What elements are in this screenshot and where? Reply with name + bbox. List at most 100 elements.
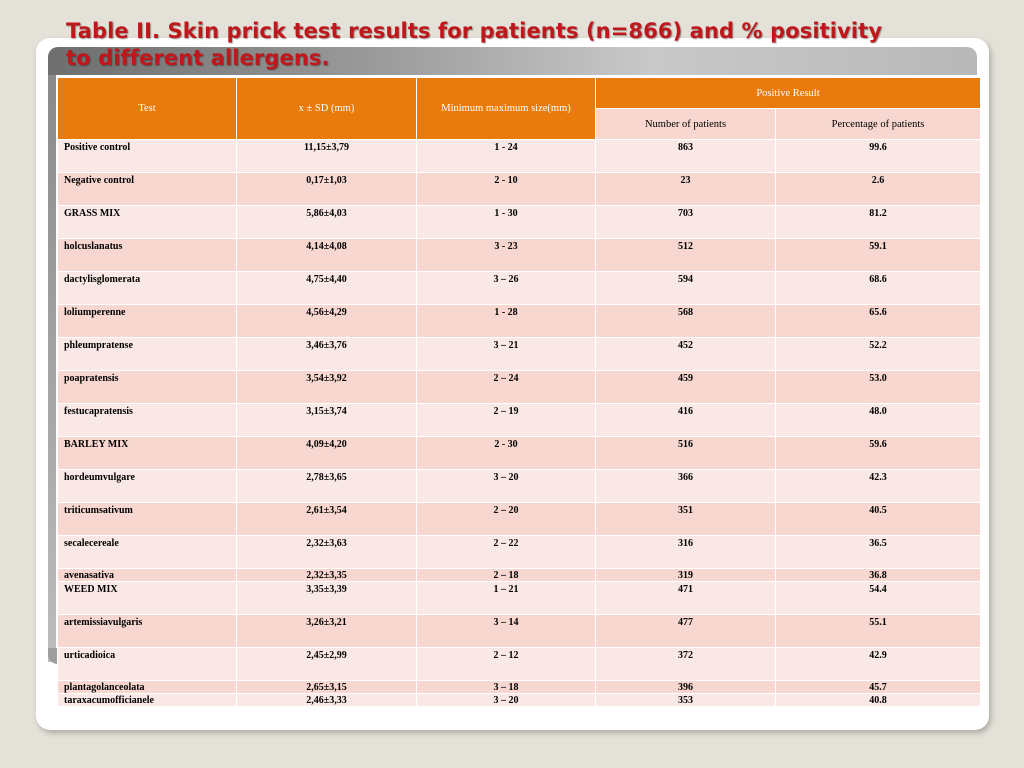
cell-mean-sd: 5,86±4,03 bbox=[236, 205, 417, 239]
cell-test-name: hordeumvulgare bbox=[57, 469, 237, 503]
cell-percentage: 48.0 bbox=[775, 403, 981, 437]
header-min-max: Minimum maximum size(mm) bbox=[416, 77, 596, 140]
cell-number-of-patients: 416 bbox=[595, 403, 776, 437]
cell-percentage: 40.5 bbox=[775, 502, 981, 536]
cell-percentage: 40.8 bbox=[775, 693, 981, 707]
cell-test-name: BARLEY MIX bbox=[57, 436, 237, 470]
cell-percentage: 99.6 bbox=[775, 139, 981, 173]
cell-min-max: 1 - 30 bbox=[416, 205, 596, 239]
cell-number-of-patients: 396 bbox=[595, 680, 776, 694]
cell-number-of-patients: 471 bbox=[595, 581, 776, 615]
cell-percentage: 81.2 bbox=[775, 205, 981, 239]
cell-percentage: 42.3 bbox=[775, 469, 981, 503]
cell-test-name: urticadioica bbox=[57, 647, 237, 681]
cell-percentage: 36.8 bbox=[775, 568, 981, 582]
cell-number-of-patients: 351 bbox=[595, 502, 776, 536]
cell-mean-sd: 2,45±2,99 bbox=[236, 647, 417, 681]
header-percentage-of-patients: Percentage of patients bbox=[775, 108, 981, 140]
cell-min-max: 3 – 18 bbox=[416, 680, 596, 694]
header-number-of-patients: Number of patients bbox=[595, 108, 776, 140]
cell-test-name: GRASS MIX bbox=[57, 205, 237, 239]
results-table-container: Test x ± SD (mm) Minimum maximum size(mm… bbox=[57, 77, 981, 707]
slide-header-bar bbox=[48, 47, 977, 75]
table-row: taraxacumofficianele 2,46±3,33 3 – 20 353 40… bbox=[57, 693, 981, 707]
cell-percentage: 55.1 bbox=[775, 614, 981, 648]
cell-mean-sd: 11,15±3,79 bbox=[236, 139, 417, 173]
cell-percentage: 59.1 bbox=[775, 238, 981, 272]
cell-min-max: 2 – 22 bbox=[416, 535, 596, 569]
cell-number-of-patients: 568 bbox=[595, 304, 776, 338]
cell-percentage: 68.6 bbox=[775, 271, 981, 305]
cell-test-name: dactylisglomerata bbox=[57, 271, 237, 305]
cell-min-max: 2 - 10 bbox=[416, 172, 596, 206]
cell-number-of-patients: 703 bbox=[595, 205, 776, 239]
cell-number-of-patients: 863 bbox=[595, 139, 776, 173]
slide-title-line2: to different allergens. bbox=[66, 46, 330, 70]
table-row: poapratensis 3,54±3,92 2 – 24 459 53.0 bbox=[57, 370, 981, 404]
table-row: hordeumvulgare 2,78±3,65 3 – 20 366 42.3 bbox=[57, 469, 981, 503]
header-positive-result: Positive Result bbox=[595, 77, 981, 109]
cell-number-of-patients: 512 bbox=[595, 238, 776, 272]
table-row: avenasativa 2,32±3,35 2 – 18 319 36.8 bbox=[57, 568, 981, 582]
table-row: WEED MIX 3,35±3,39 1 – 21 471 54.4 bbox=[57, 581, 981, 615]
cell-test-name: Positive control bbox=[57, 139, 237, 173]
cell-test-name: triticumsativum bbox=[57, 502, 237, 536]
cell-mean-sd: 4,14±4,08 bbox=[236, 238, 417, 272]
cell-min-max: 1 - 24 bbox=[416, 139, 596, 173]
cell-number-of-patients: 319 bbox=[595, 568, 776, 582]
cell-test-name: artemissiavulgaris bbox=[57, 614, 237, 648]
table-row: dactylisglomerata 4,75±4,40 3 – 26 594 68.6 bbox=[57, 271, 981, 305]
table-header: Test x ± SD (mm) Minimum maximum size(mm… bbox=[57, 77, 981, 140]
results-table: Test x ± SD (mm) Minimum maximum size(mm… bbox=[57, 77, 981, 707]
cell-percentage: 42.9 bbox=[775, 647, 981, 681]
cell-mean-sd: 4,75±4,40 bbox=[236, 271, 417, 305]
cell-test-name: loliumperenne bbox=[57, 304, 237, 338]
cell-test-name: poapratensis bbox=[57, 370, 237, 404]
table-row: plantagolanceolata 2,65±3,15 3 – 18 396 45.7 bbox=[57, 680, 981, 694]
cell-test-name: Negative control bbox=[57, 172, 237, 206]
cell-percentage: 54.4 bbox=[775, 581, 981, 615]
cell-min-max: 3 – 14 bbox=[416, 614, 596, 648]
cell-test-name: avenasativa bbox=[57, 568, 237, 582]
table-row: festucapratensis 3,15±3,74 2 – 19 416 48.0 bbox=[57, 403, 981, 437]
cell-mean-sd: 4,09±4,20 bbox=[236, 436, 417, 470]
table-row: GRASS MIX 5,86±4,03 1 - 30 703 81.2 bbox=[57, 205, 981, 239]
table-row: Positive control 11,15±3,79 1 - 24 863 99.6 bbox=[57, 139, 981, 173]
cell-min-max: 3 – 21 bbox=[416, 337, 596, 371]
table-row: loliumperenne 4,56±4,29 1 - 28 568 65.6 bbox=[57, 304, 981, 338]
table-row: Negative control 0,17±1,03 2 - 10 23 2.6 bbox=[57, 172, 981, 206]
table-row: holcuslanatus 4,14±4,08 3 - 23 512 59.1 bbox=[57, 238, 981, 272]
table-row: secalecereale 2,32±3,63 2 – 22 316 36.5 bbox=[57, 535, 981, 569]
cell-mean-sd: 2,32±3,63 bbox=[236, 535, 417, 569]
cell-mean-sd: 2,32±3,35 bbox=[236, 568, 417, 582]
cell-number-of-patients: 594 bbox=[595, 271, 776, 305]
cell-mean-sd: 3,35±3,39 bbox=[236, 581, 417, 615]
cell-mean-sd: 3,26±3,21 bbox=[236, 614, 417, 648]
cell-min-max: 1 – 21 bbox=[416, 581, 596, 615]
cell-percentage: 2.6 bbox=[775, 172, 981, 206]
cell-min-max: 1 - 28 bbox=[416, 304, 596, 338]
cell-number-of-patients: 353 bbox=[595, 693, 776, 707]
cell-test-name: phleumpratense bbox=[57, 337, 237, 371]
cell-number-of-patients: 316 bbox=[595, 535, 776, 569]
slide-title: Table II. Skin prick test results for pa… bbox=[66, 18, 986, 72]
cell-min-max: 3 - 23 bbox=[416, 238, 596, 272]
cell-mean-sd: 3,46±3,76 bbox=[236, 337, 417, 371]
cell-min-max: 2 - 30 bbox=[416, 436, 596, 470]
cell-min-max: 3 – 20 bbox=[416, 693, 596, 707]
cell-test-name: taraxacumofficianele bbox=[57, 693, 237, 707]
cell-percentage: 52.2 bbox=[775, 337, 981, 371]
cell-min-max: 2 – 19 bbox=[416, 403, 596, 437]
cell-min-max: 2 – 12 bbox=[416, 647, 596, 681]
table-body: Positive control 11,15±3,79 1 - 24 863 99.6 N… bbox=[57, 139, 981, 707]
cell-test-name: plantagolanceolata bbox=[57, 680, 237, 694]
cell-mean-sd: 2,46±3,33 bbox=[236, 693, 417, 707]
cell-mean-sd: 2,78±3,65 bbox=[236, 469, 417, 503]
cell-number-of-patients: 477 bbox=[595, 614, 776, 648]
slide-side-bar bbox=[48, 75, 56, 662]
table-row: triticumsativum 2,61±3,54 2 – 20 351 40.5 bbox=[57, 502, 981, 536]
cell-percentage: 65.6 bbox=[775, 304, 981, 338]
cell-percentage: 53.0 bbox=[775, 370, 981, 404]
cell-percentage: 59.6 bbox=[775, 436, 981, 470]
cell-mean-sd: 4,56±4,29 bbox=[236, 304, 417, 338]
